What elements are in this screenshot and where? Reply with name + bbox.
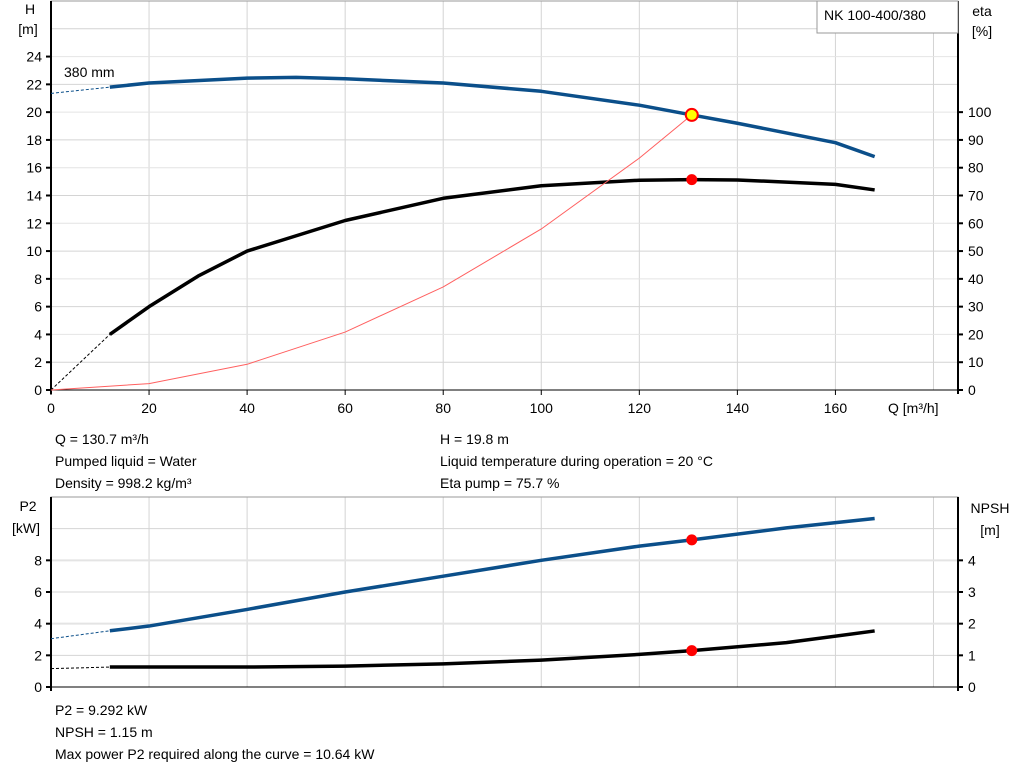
- y2-tick-label: 60: [968, 215, 984, 231]
- y2-axis-unit: [%]: [972, 23, 992, 39]
- info-liquid: Pumped liquid = Water: [55, 453, 197, 469]
- y-tick-label: 8: [34, 552, 42, 568]
- series-extrapolation: [50, 630, 110, 640]
- y2-tick-label: 10: [968, 354, 984, 370]
- x-tick-label: 100: [530, 400, 554, 416]
- y-axis-title: P2: [19, 498, 36, 514]
- info-npsh: NPSH = 1.15 m: [55, 724, 153, 740]
- x-axis-title: Q [m³/h]: [888, 400, 939, 416]
- x-tick-label: 20: [141, 400, 157, 416]
- y-axis-unit: [kW]: [12, 520, 40, 536]
- y2-tick-label: 30: [968, 299, 984, 315]
- x-tick-label: 80: [435, 400, 451, 416]
- info-h: H = 19.8 m: [440, 431, 509, 447]
- info-p2: P2 = 9.292 kW: [55, 702, 148, 718]
- series-line: [108, 177, 875, 336]
- y-tick-label: 0: [34, 382, 42, 398]
- y2-axis-title: NPSH: [971, 500, 1010, 516]
- y-tick-label: 14: [26, 188, 42, 204]
- x-tick-label: 60: [337, 400, 353, 416]
- y2-tick-label: 70: [968, 188, 984, 204]
- y-tick-label: 10: [26, 243, 42, 259]
- chart-title: NK 100-400/380: [824, 7, 926, 23]
- operating-point-npsh: [686, 645, 698, 657]
- y2-tick-label: 1: [968, 647, 976, 663]
- info-temp: Liquid temperature during operation = 20…: [440, 453, 713, 469]
- y-tick-label: 2: [34, 354, 42, 370]
- y2-tick-label: 3: [968, 584, 976, 600]
- y-tick-label: 18: [26, 132, 42, 148]
- x-tick-label: 140: [726, 400, 750, 416]
- y2-tick-label: 40: [968, 271, 984, 287]
- y2-tick-label: 2: [968, 616, 976, 632]
- y-tick-label: 24: [26, 49, 42, 65]
- y2-axis-title: eta: [972, 3, 992, 19]
- info-density: Density = 998.2 kg/m³: [55, 475, 192, 491]
- y-axis-title: H: [25, 1, 35, 17]
- title-box: [816, 0, 959, 34]
- y2-tick-label: 4: [968, 552, 976, 568]
- y-tick-label: 22: [26, 76, 42, 92]
- operating-point-eta: [686, 174, 698, 186]
- operating-point-h: [684, 107, 699, 122]
- series-line: [109, 629, 875, 669]
- x-tick-label: 120: [628, 400, 652, 416]
- y-tick-label: 16: [26, 160, 42, 176]
- y-tick-label: 20: [26, 104, 42, 120]
- curve-label: 380 mm: [64, 64, 115, 80]
- y-tick-label: 0: [34, 679, 42, 695]
- info-q: Q = 130.7 m³/h: [55, 431, 149, 447]
- y2-tick-label: 0: [968, 382, 976, 398]
- y2-tick-label: 100: [968, 104, 992, 120]
- system-curve: [50, 114, 693, 391]
- y2-tick-label: 20: [968, 326, 984, 342]
- y2-tick-label: 0: [968, 679, 976, 695]
- y2-axis-unit: [m]: [980, 522, 999, 538]
- y-axis-unit: [m]: [18, 21, 37, 37]
- info-eta: Eta pump = 75.7 %: [440, 475, 560, 491]
- series-line: [109, 516, 875, 633]
- y-tick-label: 8: [34, 271, 42, 287]
- y-tick-label: 6: [34, 299, 42, 315]
- x-tick-label: 160: [824, 400, 848, 416]
- y-tick-label: 2: [34, 647, 42, 663]
- info-max-power: Max power P2 required along the curve = …: [55, 746, 375, 762]
- y-tick-label: 6: [34, 584, 42, 600]
- operating-point-p2: [686, 534, 698, 546]
- y2-tick-label: 90: [968, 132, 984, 148]
- x-tick-label: 0: [47, 400, 55, 416]
- series-extrapolation: [50, 334, 111, 391]
- y2-tick-label: 80: [968, 160, 984, 176]
- y-tick-label: 12: [26, 215, 42, 231]
- y2-tick-label: 50: [968, 243, 984, 259]
- y-tick-label: 4: [34, 326, 42, 342]
- series-line: [109, 75, 876, 159]
- series-extrapolation: [50, 666, 110, 670]
- y-tick-label: 4: [34, 616, 42, 632]
- series-extrapolation: [50, 86, 110, 94]
- x-tick-label: 40: [239, 400, 255, 416]
